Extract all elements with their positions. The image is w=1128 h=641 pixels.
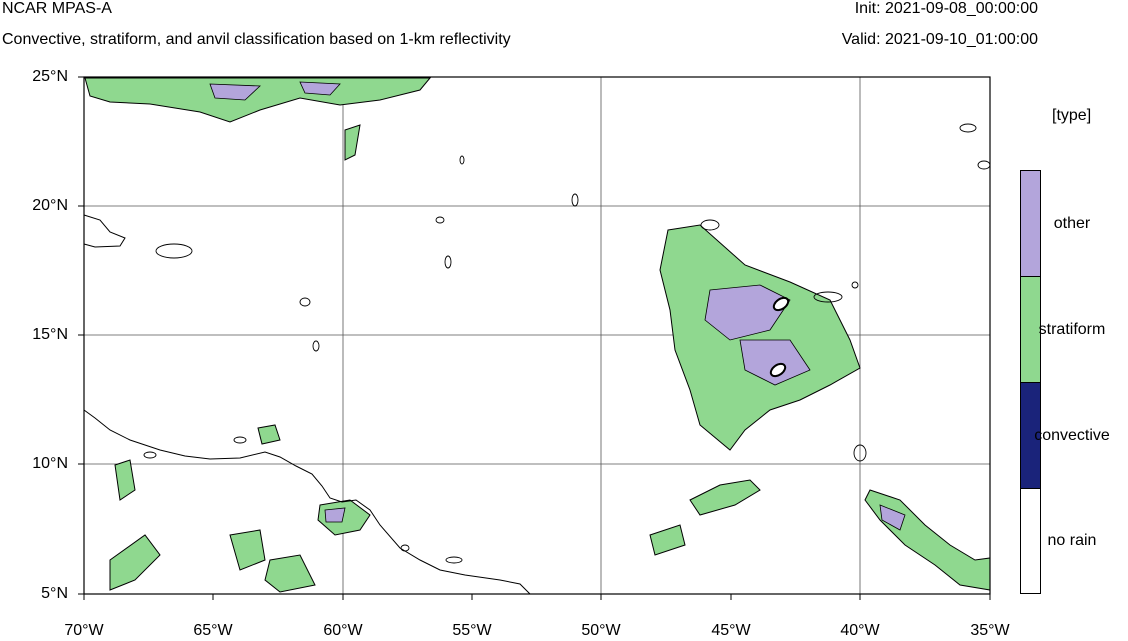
precip-regions bbox=[84, 77, 991, 593]
init-time: Init: 2021-09-08_00:00:00 bbox=[854, 0, 1038, 17]
legend-label-other: other bbox=[1053, 215, 1091, 232]
lon-label: 55°W bbox=[452, 622, 492, 639]
lon-label: 45°W bbox=[711, 622, 751, 639]
lat-label: 10°N bbox=[32, 455, 68, 472]
lat-label: 25°N bbox=[32, 68, 68, 85]
lon-label: 35°W bbox=[970, 622, 1010, 639]
lon-label: 40°W bbox=[840, 622, 880, 639]
legend-label-stratiform: stratiform bbox=[1038, 321, 1106, 338]
valid-time: Valid: 2021-09-10_01:00:00 bbox=[841, 31, 1038, 48]
lon-label: 50°W bbox=[581, 622, 621, 639]
coastline bbox=[83, 409, 531, 595]
legend-title: [type] bbox=[1052, 107, 1092, 124]
coastline-north bbox=[83, 214, 126, 248]
gridlines bbox=[84, 77, 990, 594]
map-frame bbox=[83, 76, 991, 595]
lon-label: 65°W bbox=[193, 622, 233, 639]
legend-label-convective: convective bbox=[1034, 427, 1110, 444]
legend-label-no-rain: no rain bbox=[1047, 532, 1097, 549]
lon-label: 60°W bbox=[323, 622, 363, 639]
app-title: NCAR MPAS-A bbox=[2, 0, 112, 17]
axis-ticks bbox=[78, 76, 991, 600]
lon-label: 70°W bbox=[64, 622, 104, 639]
plot-subtitle: Convective, stratiform, and anvil classi… bbox=[2, 31, 511, 48]
legend-swatch-no-rain bbox=[1020, 488, 1041, 594]
lat-label: 15°N bbox=[32, 326, 68, 343]
lat-label: 5°N bbox=[41, 585, 68, 602]
lat-label: 20°N bbox=[32, 197, 68, 214]
scattered-cells bbox=[143, 123, 991, 564]
